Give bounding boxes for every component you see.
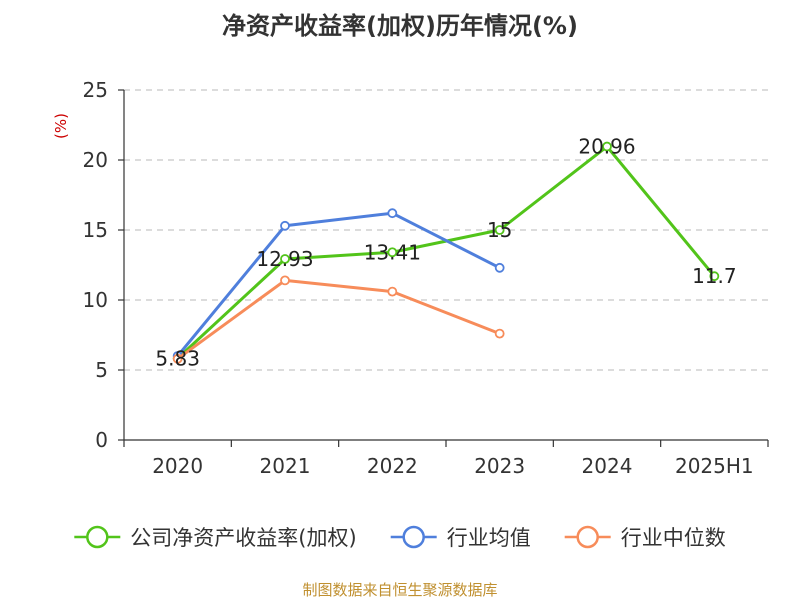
data-label: 13.41 [364,240,421,264]
legend-marker-icon [576,525,599,549]
source-note: 制图数据来自恒生聚源数据库 [302,581,497,599]
data-label: 11.7 [692,264,737,288]
data-point [494,328,505,339]
y-tick-label: 20 [83,148,108,172]
data-label: 20.96 [578,135,635,159]
data-point [709,271,720,282]
chart-title: 净资产收益率(加权)历年情况(%) [222,12,578,40]
x-tick-label: 2025H1 [675,454,754,478]
data-point [280,254,290,264]
data-point [172,353,183,364]
data-point [387,286,398,297]
axes: 0 5 10 15 20 25 2020 2021 2022 2023 2024 2025H1 [83,78,769,478]
legend-label: 公司净资产收益率(加权) [130,526,356,550]
data-point [280,220,290,231]
y-tick-label: 25 [83,78,108,102]
x-tick-label: 2022 [367,454,418,478]
y-tick-label: 0 [95,428,108,452]
data-point [280,275,290,286]
data-point [602,141,612,152]
x-tick-label: 2021 [260,454,311,478]
legend-label: 行业均值 [447,526,531,550]
data-point [494,225,505,235]
series-line [176,211,501,357]
y-tick-label: 5 [95,358,108,382]
data-point [387,208,398,219]
legend-label: 行业中位数 [621,526,726,550]
x-tick-label: 2024 [582,454,633,478]
x-tick-label: 2020 [152,454,203,478]
data-point [387,247,398,258]
data-label: 15 [487,218,512,242]
data-point [494,262,505,273]
y-axis-unit-label: (%) [52,113,70,139]
legend-item[interactable]: 公司净资产收益率(加权) [74,525,357,550]
grid-lines [124,89,768,371]
y-tick-label: 15 [83,218,108,242]
legend-item[interactable]: 行业均值 [390,525,531,550]
legend[interactable]: 公司净资产收益率(加权) 行业均值 行业中位数 [74,525,726,550]
series-lines [172,141,720,364]
y-tick-label: 10 [83,288,108,312]
data-labels: 5.83 12.93 13.41 15 20.96 11.7 [155,135,736,371]
series-line [176,278,501,361]
data-label: 12.93 [256,247,313,271]
legend-marker-icon [402,525,425,549]
legend-marker-icon [86,525,109,549]
x-tick-label: 2023 [474,454,525,478]
legend-item[interactable]: 行业中位数 [564,525,726,550]
data-label: 5.83 [155,346,200,370]
